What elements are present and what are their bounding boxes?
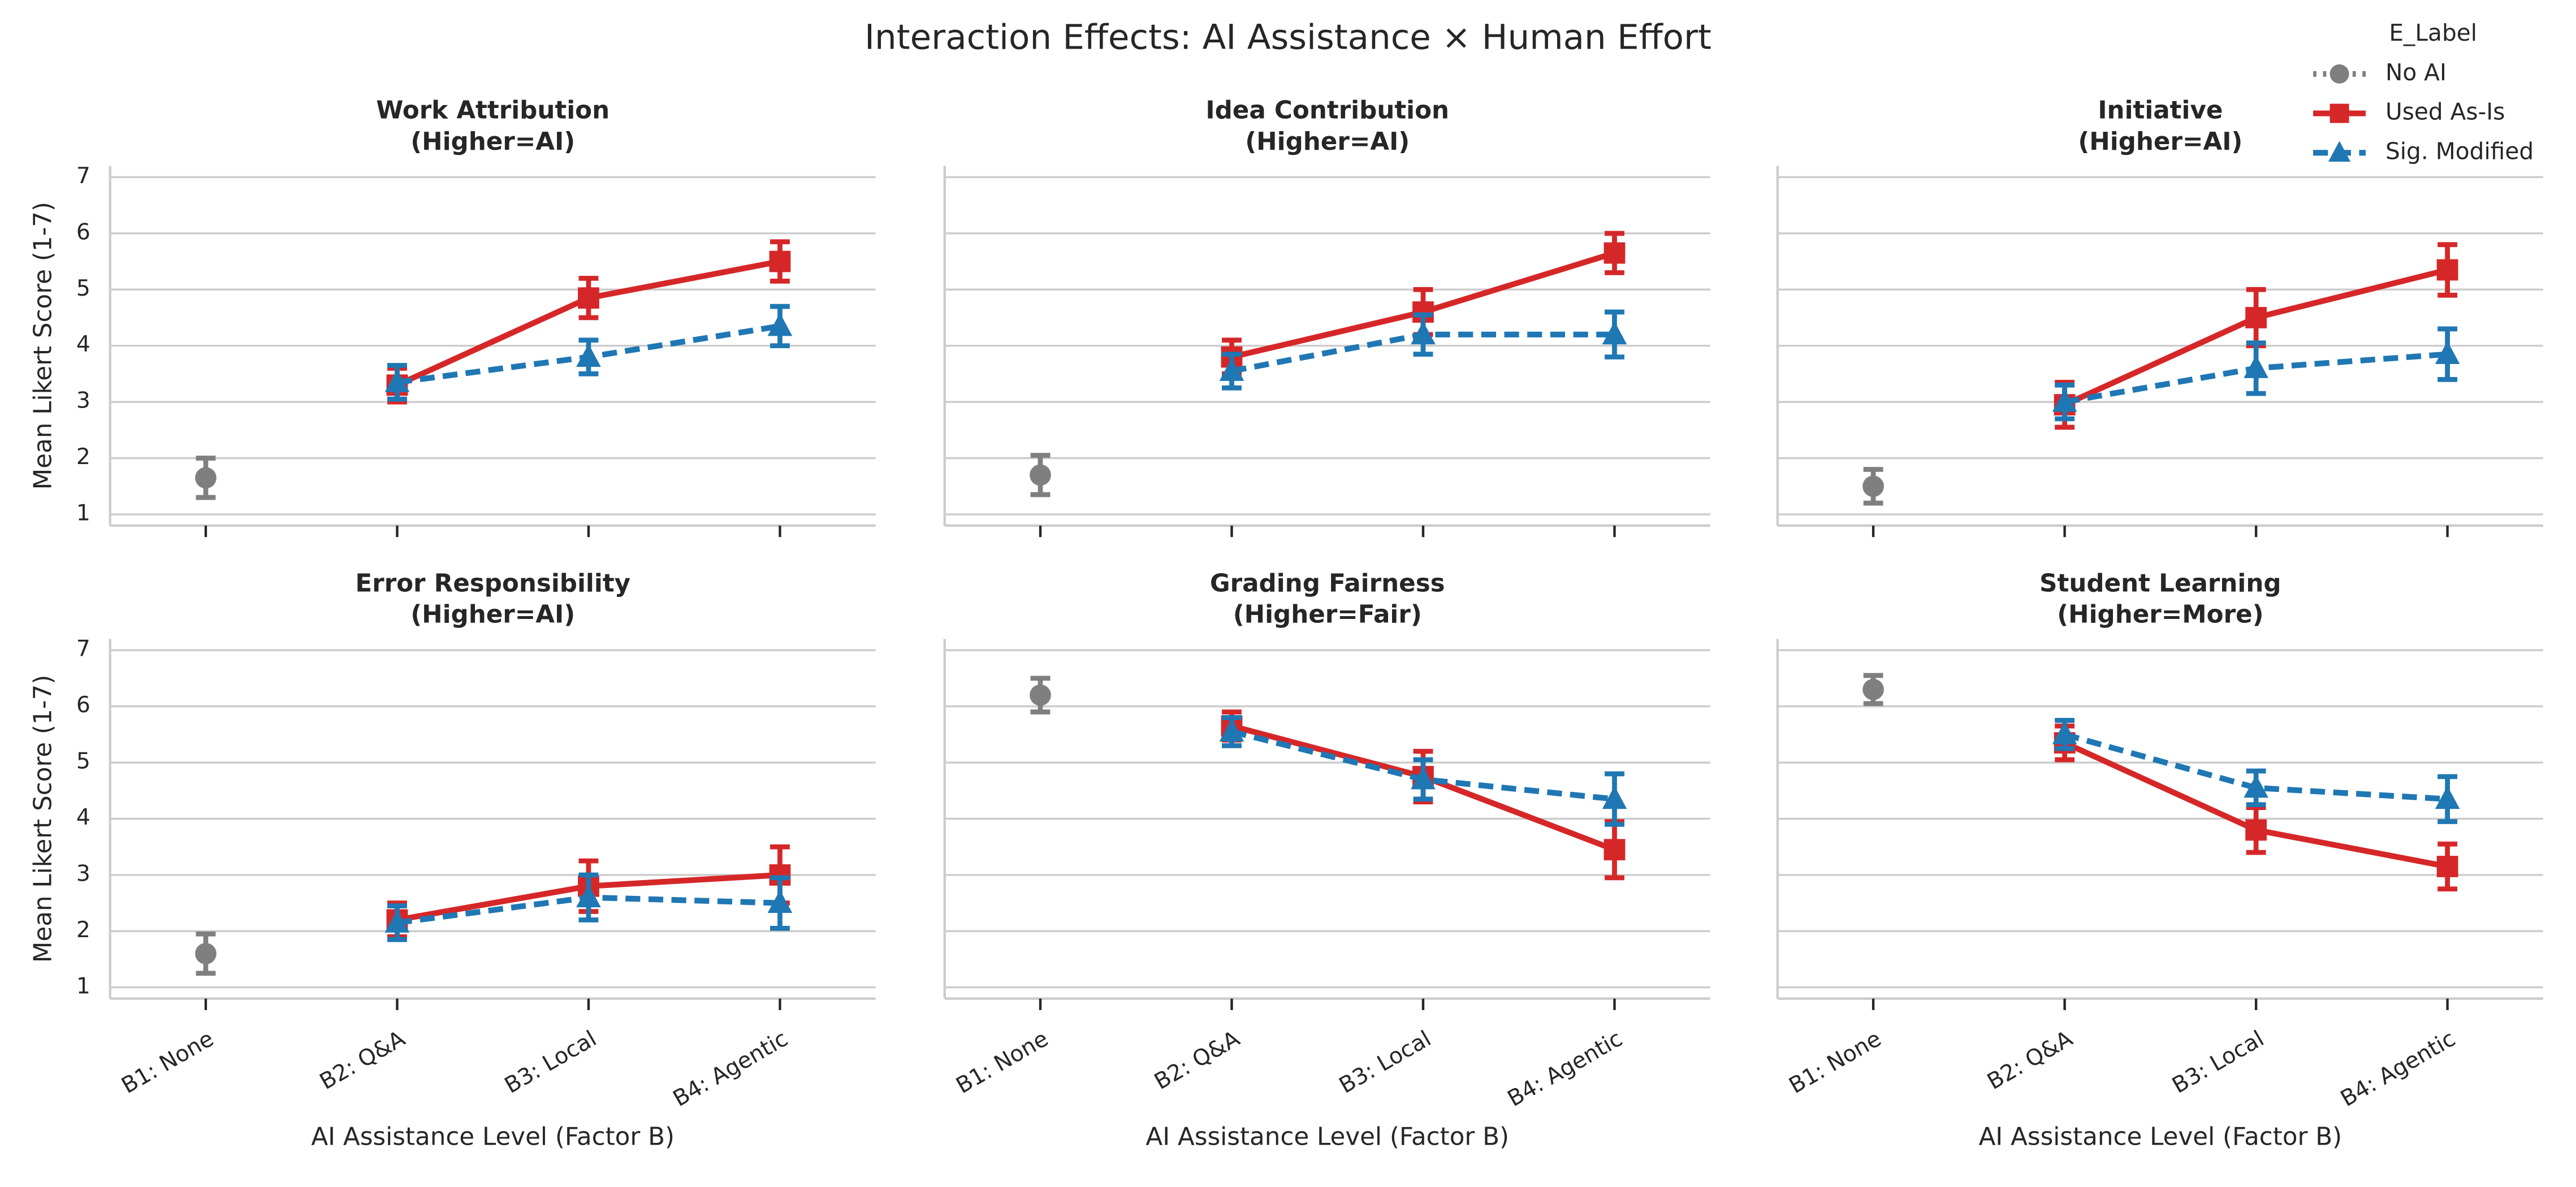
marker-triangle	[2328, 141, 2351, 162]
marker-triangle	[767, 313, 793, 336]
marker-square	[2245, 819, 2267, 841]
marker-circle	[1030, 464, 1051, 486]
marker-circle	[195, 467, 217, 489]
y-tick-label: 5	[76, 749, 90, 774]
panel-title: Work Attribution	[376, 97, 610, 125]
marker-triangle	[1219, 358, 1244, 381]
panel-subtitle: (Higher=Fair)	[1233, 601, 1422, 629]
y-tick-label: 2	[76, 917, 90, 943]
marker-triangle	[576, 884, 601, 908]
marker-square	[2436, 856, 2458, 877]
y-tick-label: 6	[76, 219, 90, 245]
panel-title: Initiative	[2098, 97, 2223, 125]
marker-triangle	[384, 369, 410, 392]
y-tick-label: 4	[76, 805, 90, 830]
panel-title: Student Learning	[2039, 569, 2281, 597]
panel-subtitle: (Higher=More)	[2057, 601, 2263, 629]
marker-square	[769, 250, 791, 272]
x-axis-label: AI Assistance Level (Factor B)	[1146, 1123, 1509, 1151]
marker-square	[2329, 103, 2349, 123]
panel-title: Error Responsibility	[355, 569, 630, 597]
marker-square	[578, 287, 599, 309]
marker-triangle	[2244, 774, 2268, 798]
marker-triangle	[2435, 786, 2460, 809]
marker-circle	[2329, 64, 2349, 84]
legend-label: No AI	[2385, 59, 2447, 86]
y-tick-label: 3	[76, 388, 90, 414]
y-tick-label: 7	[76, 163, 90, 189]
marker-triangle	[384, 909, 410, 933]
marker-triangle	[2052, 388, 2077, 412]
figure-title: Interaction Effects: AI Assistance × Hum…	[865, 17, 1711, 57]
x-axis-label: AI Assistance Level (Factor B)	[1979, 1123, 2342, 1151]
marker-triangle	[1602, 786, 1627, 809]
y-tick-label: 5	[76, 276, 90, 301]
marker-triangle	[576, 344, 601, 367]
legend-label: Used As-Is	[2385, 98, 2505, 125]
marker-triangle	[1219, 718, 1244, 742]
legend-title: E_Label	[2389, 19, 2477, 46]
y-tick-label: 3	[76, 861, 90, 886]
marker-triangle	[2052, 721, 2077, 744]
marker-square	[2245, 307, 2267, 328]
panel-title: Idea Contribution	[1205, 97, 1449, 125]
panel-subtitle: (Higher=AI)	[1245, 128, 1410, 156]
y-tick-label: 1	[76, 973, 90, 999]
panel-title: Grading Fairness	[1210, 569, 1445, 597]
y-tick-label: 7	[76, 636, 90, 662]
marker-triangle	[767, 890, 793, 913]
marker-triangle	[2244, 355, 2268, 378]
marker-triangle	[1411, 766, 1436, 790]
panel-subtitle: (Higher=AI)	[410, 601, 575, 629]
marker-triangle	[2435, 341, 2460, 365]
marker-square	[2436, 259, 2458, 281]
marker-triangle	[1411, 321, 1436, 345]
marker-triangle	[1602, 321, 1627, 345]
y-tick-label: 6	[76, 692, 90, 718]
x-axis-label: AI Assistance Level (Factor B)	[311, 1123, 675, 1151]
marker-circle	[1030, 684, 1051, 706]
marker-circle	[195, 943, 217, 965]
marker-circle	[1862, 475, 1885, 497]
y-axis-label: Mean Likert Score (1-7)	[29, 675, 57, 963]
y-axis-label: Mean Likert Score (1-7)	[29, 202, 57, 489]
y-tick-label: 2	[76, 444, 90, 470]
marker-square	[1603, 242, 1626, 264]
marker-square	[1603, 839, 1626, 861]
panel-subtitle: (Higher=AI)	[410, 128, 575, 156]
legend-label: Sig. Modified	[2385, 137, 2534, 164]
y-tick-label: 4	[76, 332, 90, 357]
marker-circle	[1862, 678, 1885, 700]
y-tick-label: 1	[76, 500, 90, 526]
panel-subtitle: (Higher=AI)	[2078, 128, 2242, 156]
